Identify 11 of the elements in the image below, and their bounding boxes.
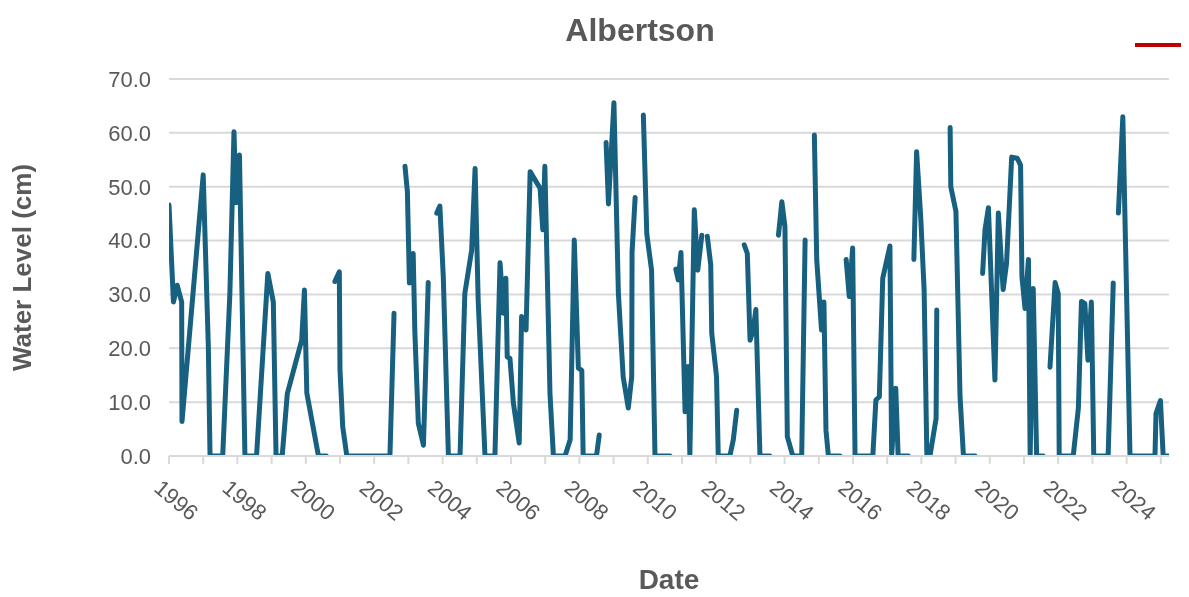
y-tick-label: 0.0 xyxy=(120,443,151,469)
y-tick-label: 60.0 xyxy=(108,120,151,146)
y-tick-label: 50.0 xyxy=(108,174,151,200)
y-tick-label: 20.0 xyxy=(108,336,151,362)
y-tick-label: 10.0 xyxy=(108,389,151,415)
y-axis-title: Water Level (cm) xyxy=(7,163,38,372)
y-tick-label: 30.0 xyxy=(108,282,151,308)
chart-title: Albertson xyxy=(564,12,716,49)
x-axis-title: Date xyxy=(638,564,700,595)
y-tick-label: 40.0 xyxy=(108,228,151,254)
y-tick-label: 70.0 xyxy=(108,66,151,92)
